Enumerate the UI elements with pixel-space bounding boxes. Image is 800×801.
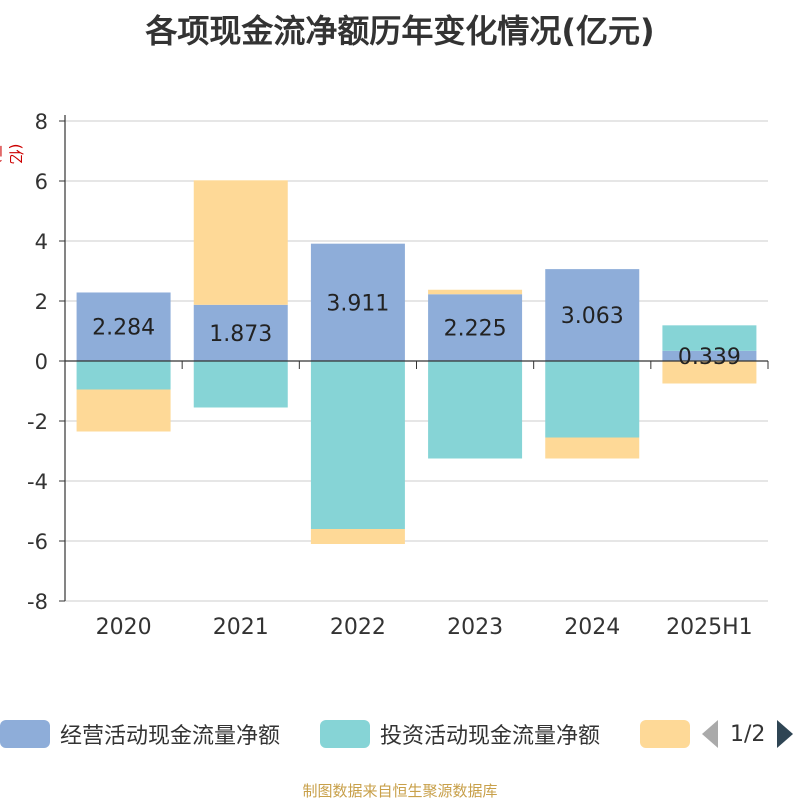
data-label: 3.911 bbox=[326, 291, 389, 316]
bar-series3-2025H1 bbox=[662, 361, 757, 384]
legend-item-third[interactable] bbox=[640, 716, 690, 752]
data-label: 2.225 bbox=[444, 317, 507, 342]
y-tick-label: -2 bbox=[27, 410, 48, 434]
bar-series2-2022 bbox=[310, 361, 405, 529]
bar-series2-2025H1 bbox=[662, 325, 757, 351]
bar-series2-2021 bbox=[193, 361, 288, 408]
bar-series1-2022 bbox=[310, 243, 405, 361]
bar-series3-2024 bbox=[545, 437, 640, 459]
data-label: 2.284 bbox=[92, 316, 155, 341]
bar-series3-2023 bbox=[428, 289, 523, 295]
y-tick-label: 0 bbox=[35, 350, 48, 374]
bar-series2-2023 bbox=[428, 361, 523, 459]
x-tick-label: 2022 bbox=[330, 615, 386, 640]
legend-page-indicator: 1/2 bbox=[730, 721, 766, 747]
bar-series1-2025H1 bbox=[662, 350, 757, 361]
x-tick-label: 2024 bbox=[564, 615, 620, 640]
x-tick-label: 2020 bbox=[96, 615, 152, 640]
source-note: 制图数据来自恒生聚源数据库 bbox=[302, 782, 498, 800]
legend-next-page-icon[interactable] bbox=[777, 720, 794, 748]
bar-series1-2023 bbox=[428, 294, 523, 361]
bar-series1-2020 bbox=[76, 292, 171, 361]
data-label: 0.339 bbox=[678, 345, 741, 370]
legend-pager: 1/2 bbox=[702, 716, 794, 752]
x-tick-label: 2021 bbox=[213, 615, 269, 640]
data-label: 3.063 bbox=[561, 304, 624, 329]
y-tick-label: 8 bbox=[35, 110, 48, 134]
legend-item-investing[interactable]: 投资活动现金流量净额 bbox=[320, 716, 600, 752]
data-label: 1.873 bbox=[209, 322, 272, 347]
legend-prev-page-icon[interactable] bbox=[702, 720, 718, 748]
chart-title: 各项现金流净额历年变化情况(亿元) bbox=[145, 12, 655, 50]
legend-swatch-operating bbox=[0, 720, 50, 748]
legend-label-investing: 投资活动现金流量净额 bbox=[380, 724, 601, 749]
bar-series3-2020 bbox=[76, 389, 171, 432]
y-tick-label: 2 bbox=[35, 290, 48, 314]
x-tick-label: 2023 bbox=[447, 615, 503, 640]
bar-series1-2021 bbox=[193, 304, 288, 361]
legend-swatch-investing bbox=[320, 720, 370, 748]
bar-series2-2020 bbox=[76, 361, 171, 390]
bar-series3-2022 bbox=[310, 529, 405, 544]
legend-swatch-third bbox=[640, 720, 690, 748]
x-tick-label: 2025H1 bbox=[666, 615, 753, 640]
legend-item-operating[interactable]: 经营活动现金流量净额 bbox=[0, 716, 280, 752]
legend: 经营活动现金流量净额 投资活动现金流量净额 bbox=[0, 716, 800, 752]
bar-series3-2021 bbox=[193, 180, 288, 305]
bar-series2-2024 bbox=[545, 361, 640, 438]
y-tick-label: -4 bbox=[27, 470, 48, 494]
y-tick-label: -6 bbox=[27, 530, 48, 554]
y-tick-label: 4 bbox=[35, 230, 48, 254]
y-tick-label: 6 bbox=[35, 170, 48, 194]
y-tick-label: -8 bbox=[27, 590, 48, 614]
bar-series1-2024 bbox=[545, 269, 640, 361]
legend-label-operating: 经营活动现金流量净额 bbox=[60, 724, 281, 749]
